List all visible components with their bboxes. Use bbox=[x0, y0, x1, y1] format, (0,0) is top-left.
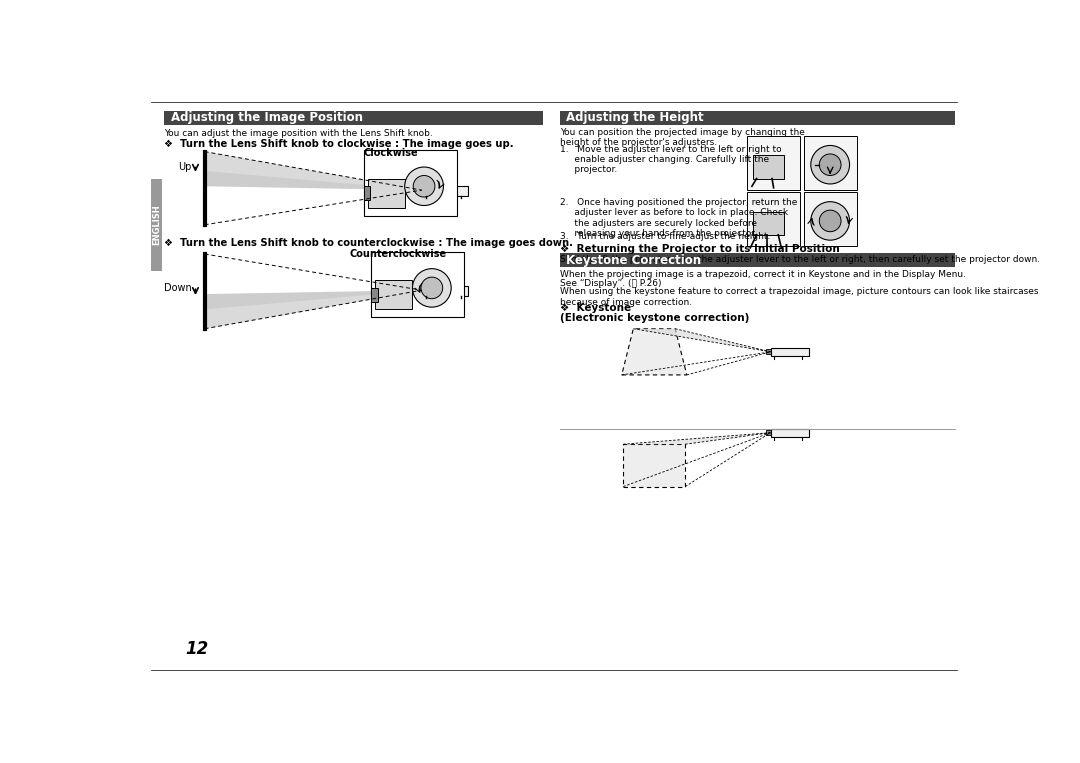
Text: Adjusting the Height: Adjusting the Height bbox=[566, 111, 703, 124]
Bar bbox=[804, 137, 856, 190]
Text: Down: Down bbox=[164, 283, 191, 293]
Text: 1.   Move the adjuster lever to the left or right to
     enable adjuster changi: 1. Move the adjuster lever to the left o… bbox=[559, 145, 781, 175]
Bar bbox=[747, 137, 800, 190]
Bar bbox=[150, 179, 162, 271]
Circle shape bbox=[820, 210, 841, 232]
Text: Up: Up bbox=[178, 162, 191, 172]
Bar bbox=[416, 187, 422, 193]
Polygon shape bbox=[205, 152, 422, 190]
Text: See “Display”. (⦟ P.26): See “Display”. (⦟ P.26) bbox=[559, 278, 661, 288]
Bar bbox=[747, 192, 800, 246]
Polygon shape bbox=[623, 433, 770, 444]
Text: ❖  Turn the Lens Shift knob to counterclockwise : The image goes down.: ❖ Turn the Lens Shift knob to counterclo… bbox=[164, 238, 573, 248]
Circle shape bbox=[414, 175, 435, 197]
Circle shape bbox=[811, 201, 850, 240]
Bar bbox=[804, 192, 856, 246]
Bar bbox=[416, 287, 422, 293]
Circle shape bbox=[820, 154, 841, 175]
Bar bbox=[766, 430, 771, 435]
Bar bbox=[364, 150, 457, 215]
Circle shape bbox=[405, 167, 444, 205]
Text: When using the keystone feature to correct a trapezoidal image, picture contours: When using the keystone feature to corre… bbox=[559, 287, 1038, 307]
Text: 3.   Turn the adjuster to fine-adjust the height.: 3. Turn the adjuster to fine-adjust the … bbox=[559, 233, 770, 241]
Text: You can adjust the image position with the Lens Shift knob.: You can adjust the image position with t… bbox=[164, 128, 433, 137]
Bar bbox=[766, 349, 771, 354]
Bar bbox=[754, 156, 784, 179]
Bar bbox=[375, 280, 413, 310]
Text: Adjusting the Image Position: Adjusting the Image Position bbox=[171, 111, 363, 124]
Bar bbox=[364, 186, 369, 200]
Bar bbox=[372, 288, 378, 302]
Circle shape bbox=[811, 146, 850, 184]
Text: ❖  Returning the Projector to its Initial Position: ❖ Returning the Projector to its Initial… bbox=[559, 244, 839, 254]
Bar bbox=[770, 429, 809, 437]
Text: (Electronic keystone correction): (Electronic keystone correction) bbox=[559, 313, 750, 323]
Text: 2.   Once having positioned the projector, return the
     adjuster lever as bef: 2. Once having positioned the projector,… bbox=[559, 198, 797, 238]
Polygon shape bbox=[633, 329, 770, 352]
Polygon shape bbox=[205, 290, 422, 329]
Circle shape bbox=[413, 269, 451, 307]
Polygon shape bbox=[622, 329, 687, 375]
Bar bbox=[422, 285, 469, 295]
Polygon shape bbox=[205, 290, 422, 329]
Polygon shape bbox=[205, 152, 422, 190]
Bar bbox=[164, 111, 542, 124]
Text: ENGLISH: ENGLISH bbox=[152, 204, 161, 245]
Bar bbox=[559, 111, 955, 124]
Circle shape bbox=[421, 277, 443, 298]
Bar bbox=[372, 252, 464, 317]
Text: ❖  Turn the Lens Shift knob to clockwise : The image goes up.: ❖ Turn the Lens Shift knob to clockwise … bbox=[164, 139, 514, 149]
Text: Keystone Correction: Keystone Correction bbox=[566, 253, 701, 267]
Text: Clockwise: Clockwise bbox=[364, 148, 418, 158]
Bar bbox=[754, 211, 784, 235]
Text: You can position the projected image by changing the
height of the projector's a: You can position the projected image by … bbox=[559, 127, 805, 147]
Bar bbox=[559, 253, 955, 267]
Text: When the projecting image is a trapezoid, correct it in Keystone and in the Disp: When the projecting image is a trapezoid… bbox=[559, 270, 966, 279]
Polygon shape bbox=[623, 444, 685, 487]
Bar bbox=[367, 179, 405, 208]
Text: Slightly lift the projector, turn the adjuster lever to the left or right, then : Slightly lift the projector, turn the ad… bbox=[559, 255, 1040, 264]
Text: Counterclockwise: Counterclockwise bbox=[350, 250, 447, 259]
Text: ❖  Keystone: ❖ Keystone bbox=[559, 303, 631, 313]
Text: 12: 12 bbox=[186, 639, 208, 658]
Bar bbox=[422, 185, 469, 195]
Bar bbox=[770, 348, 809, 356]
